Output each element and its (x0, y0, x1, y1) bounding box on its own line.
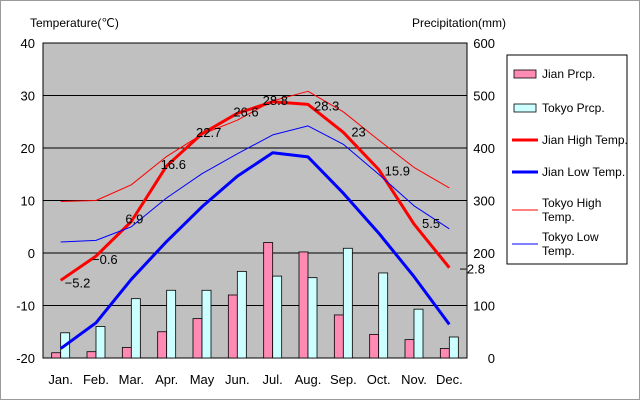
bar-jian-prcp (369, 333, 380, 359)
left-tick-label: 20 (21, 141, 35, 156)
x-tick-label: Mar. (119, 372, 144, 387)
bar-jian-prcp (51, 352, 62, 359)
legend-box (506, 54, 628, 265)
data-label: 28.8 (263, 93, 288, 108)
series-line-1 (60, 90, 450, 202)
x-tick-label: Jul. (263, 372, 283, 387)
right-tick-label: 500 (473, 89, 495, 104)
right-tick-label: 300 (473, 194, 495, 209)
right-tick-label: 100 (473, 299, 495, 314)
data-label: 26.6 (233, 104, 258, 119)
bar-tokyo-prcp (272, 275, 283, 359)
x-tick-label: Feb. (83, 372, 109, 387)
legend-label: Jian High Temp. (542, 133, 628, 147)
right-tick-label: 600 (473, 36, 495, 51)
bar-tokyo-prcp (413, 308, 424, 359)
plot-area: 40 600 30 500 20 400 10 300 0 200 -10 100 -20 0 −5.2−0… (16, 36, 495, 387)
legend: Jian Prcp. Tokyo Prcp. Jian High Temp. Jian… (506, 54, 628, 265)
legend-swatch (513, 69, 537, 79)
data-label: −0.6 (92, 252, 118, 267)
x-tick-label: Nov. (401, 372, 427, 387)
series-line-3 (60, 125, 450, 243)
data-label: 28.3 (314, 98, 339, 113)
data-label: 15.9 (385, 164, 410, 179)
x-tick-label: Aug. (295, 372, 322, 387)
series-line-0 (59, 100, 451, 282)
bar-tokyo-prcp (448, 336, 459, 359)
bar-tokyo-prcp (342, 247, 353, 359)
bar-tokyo-prcp (166, 289, 177, 359)
bar-tokyo-prcp (201, 289, 212, 359)
data-label: 16.6 (161, 157, 186, 172)
left-tick-label: -20 (16, 351, 35, 366)
bar-jian-prcp (157, 331, 168, 359)
legend-label: Jian Low Temp. (542, 165, 625, 179)
bar-jian-prcp (263, 242, 274, 359)
bar-jian-prcp (439, 348, 450, 359)
x-tick-label: Apr. (155, 372, 178, 387)
bar-jian-prcp (192, 318, 203, 359)
bar-jian-prcp (227, 294, 238, 359)
left-tick-label: 30 (21, 89, 35, 104)
data-label: −5.2 (65, 275, 91, 290)
legend-label: Jian Prcp. (542, 67, 595, 81)
bar-jian-prcp (121, 347, 132, 359)
x-tick-label: Jun. (225, 372, 250, 387)
left-axis-title: Temperature(℃) (30, 16, 119, 30)
x-tick-label: Dec. (436, 372, 463, 387)
bar-jian-prcp (86, 351, 97, 359)
x-tick-label: Jan. (48, 372, 73, 387)
bar-tokyo-prcp (236, 270, 247, 359)
legend-label: Tokyo High Temp. (542, 196, 601, 224)
bar-tokyo-prcp (378, 272, 389, 359)
bar-tokyo-prcp (130, 298, 141, 359)
x-tick-label: Sep. (330, 372, 357, 387)
x-tick-label: May (190, 372, 215, 387)
legend-label: Tokyo Low Temp. (542, 230, 599, 258)
data-label: 22.7 (196, 125, 221, 140)
x-tick-label: Oct. (367, 372, 391, 387)
bar-tokyo-prcp (95, 326, 106, 359)
left-tick-label: 10 (21, 194, 35, 209)
right-tick-label: 400 (473, 141, 495, 156)
data-label: 23 (351, 124, 365, 139)
bar-jian-prcp (298, 251, 309, 359)
data-label: −2.8 (459, 262, 485, 277)
series-line-2 (59, 151, 451, 350)
right-axis-title: Precipitation(mm) (412, 16, 506, 30)
right-tick-label: 0 (488, 351, 495, 366)
data-label: 6.9 (125, 212, 143, 227)
bar-jian-prcp (404, 339, 415, 359)
right-tick-label: 200 (473, 246, 495, 261)
plot-border (42, 42, 468, 359)
left-tick-label: -10 (16, 299, 35, 314)
legend-label: Tokyo Prcp. (542, 101, 605, 115)
bar-tokyo-prcp (307, 277, 318, 359)
data-label: 5.5 (422, 216, 440, 231)
left-tick-label: 40 (21, 36, 35, 51)
bar-jian-prcp (333, 314, 344, 359)
legend-swatch (513, 103, 537, 113)
left-tick-label: 0 (28, 246, 35, 261)
